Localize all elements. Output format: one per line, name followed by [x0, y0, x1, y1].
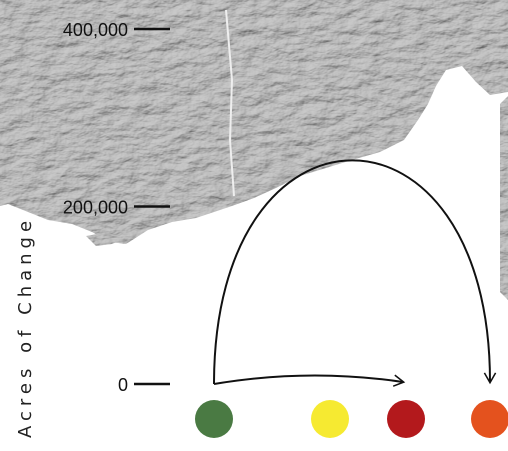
y-axis: 0 200,000 400,000	[63, 20, 170, 395]
point-yellow	[311, 400, 349, 438]
y-tick-label: 400,000	[63, 20, 128, 40]
category-points	[195, 400, 508, 438]
relief-map-background	[0, 0, 508, 300]
y-axis-label: Acres of Change	[15, 215, 36, 438]
y-tick-label: 200,000	[63, 198, 128, 218]
arrow-green-to-orange	[213, 159, 497, 385]
transition-arrows	[213, 159, 497, 387]
point-green	[195, 400, 233, 438]
y-tick-label: 0	[118, 375, 128, 395]
point-red	[387, 400, 425, 438]
arrow-green-to-red	[213, 374, 406, 387]
point-orange	[471, 400, 508, 438]
